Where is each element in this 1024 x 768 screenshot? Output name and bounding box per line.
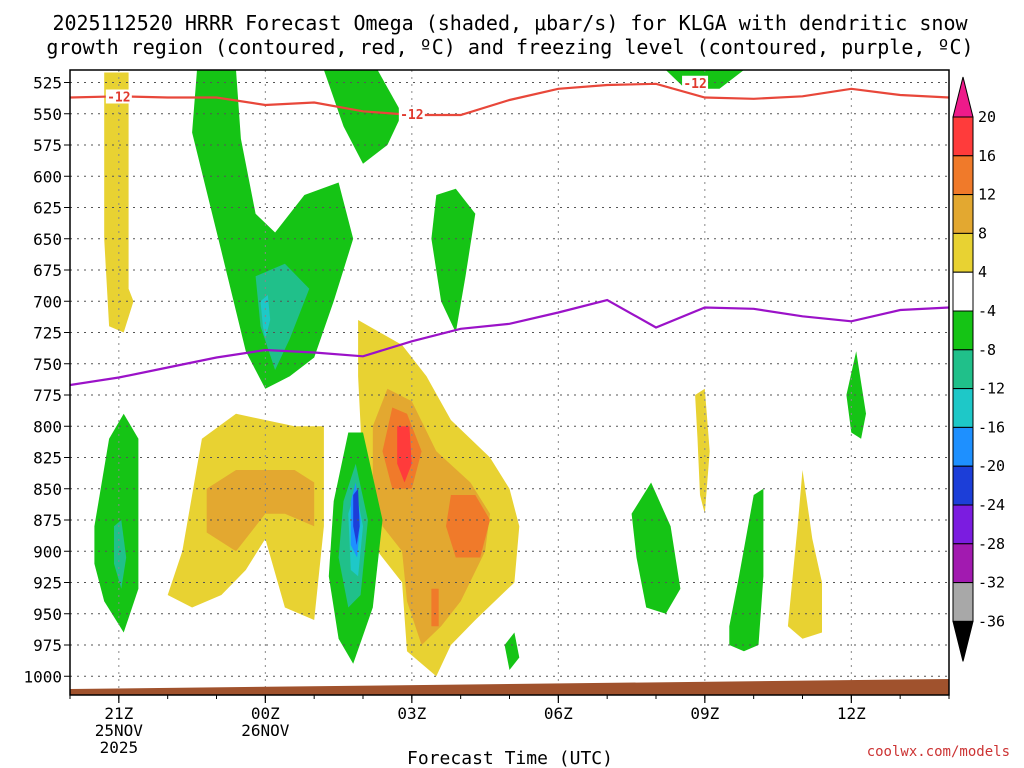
colorbar-band-1 — [952, 155, 974, 196]
colorbar-label-11: -28 — [978, 535, 1005, 553]
credit-text: coolwx.com/models — [867, 744, 1010, 760]
y-tick-label-700: 700 — [33, 292, 62, 311]
colorbar-band-8 — [952, 426, 974, 467]
colorbar-band-11 — [952, 543, 974, 584]
colorbar-label-8: -16 — [978, 418, 1005, 436]
colorbar-label-2: 12 — [978, 186, 996, 204]
omega-region-21 — [353, 488, 360, 545]
chart-title-line1: 2025112520 HRRR Forecast Omega (shaded, … — [52, 11, 968, 35]
colorbar-label-5: -4 — [978, 302, 996, 320]
y-tick-label-775: 775 — [33, 386, 62, 405]
dgz-contour-line — [70, 82, 949, 117]
omega-region-0 — [104, 72, 134, 333]
colorbar-label-9: -20 — [978, 457, 1005, 475]
colorbar-label-3: 8 — [978, 224, 987, 242]
omega-region-14 — [206, 470, 315, 552]
omega-region-23 — [631, 482, 681, 614]
x-tick-label-12Z-0: 12Z — [837, 704, 866, 723]
x-tick-label-03Z-0: 03Z — [397, 704, 426, 723]
x-tick-label-00Z-0: 00Z — [251, 704, 280, 723]
y-tick-label-675: 675 — [33, 261, 62, 280]
y-tick-label-950: 950 — [33, 605, 62, 624]
y-tick-label-600: 600 — [33, 167, 62, 186]
ground-surface — [70, 679, 949, 695]
y-tick-label-975: 975 — [33, 636, 62, 655]
y-tick-label-525: 525 — [33, 74, 62, 93]
contour-label-bg-1 — [398, 107, 425, 121]
x-tick-label-09Z-0: 09Z — [690, 704, 719, 723]
y-tick-label-625: 625 — [33, 199, 62, 218]
y-tick-label-650: 650 — [33, 230, 62, 249]
omega-region-16 — [114, 520, 127, 589]
colorbar-label-0: 20 — [978, 108, 996, 126]
y-tick-label-575: 575 — [33, 136, 62, 155]
omega-region-5 — [431, 188, 476, 333]
colorbar-band-7 — [952, 388, 974, 428]
colorbar-top-arrow — [952, 76, 974, 118]
y-tick-label-900: 900 — [33, 542, 62, 561]
colorbar-band-4 — [952, 271, 974, 312]
colorbar-band-12 — [952, 582, 974, 622]
omega-region-25 — [787, 470, 822, 639]
colorbar-label-4: 4 — [978, 263, 987, 281]
y-tick-label-850: 850 — [33, 480, 62, 499]
y-tick-label-800: 800 — [33, 417, 62, 436]
y-axis: 525 550 575 600 625 650 675 700 725 750 775 800 825 8… — [23, 74, 70, 686]
contour-label-bg-2 — [682, 75, 709, 90]
colorbar-label-13: -36 — [978, 612, 1005, 630]
colorbar-band-3 — [952, 232, 974, 273]
omega-region-15 — [94, 413, 139, 633]
colorbar-bottom-arrow — [952, 620, 974, 662]
omega-region-10 — [446, 495, 490, 558]
y-tick-label-875: 875 — [33, 511, 62, 530]
x-tick-label-21Z-2: 2025 — [100, 738, 139, 757]
colorbar-band-0 — [952, 116, 974, 157]
chart-title-line2: growth region (contoured, red, ºC) and f… — [46, 35, 973, 59]
dgz-contour-label-0: -12 — [107, 91, 130, 106]
x-tick-label-06Z-0: 06Z — [544, 704, 573, 723]
y-tick-label-725: 725 — [33, 324, 62, 343]
dgz-contour-label-1: -12 — [400, 108, 423, 123]
colorbar: 20 16 12 8 4 -4 -8 -12 -16 -20 -24 -28 -32 -36 — [952, 76, 1005, 662]
colorbar-band-9 — [952, 465, 974, 506]
y-tick-label-550: 550 — [33, 105, 62, 124]
y-tick-label-925: 925 — [33, 574, 62, 593]
omega-region-24 — [729, 488, 764, 652]
x-tick-label-00Z-1: 26NOV — [241, 721, 290, 740]
omega-region-12 — [397, 426, 412, 483]
colorbar-band-5 — [952, 310, 974, 351]
freezing-level-line — [70, 298, 949, 387]
colorbar-label-10: -24 — [978, 496, 1005, 514]
contour-lines: -12 -12 -12 — [70, 75, 949, 387]
contour-label-bg-0 — [105, 89, 132, 104]
colorbar-label-12: -32 — [978, 574, 1005, 592]
omega-region-2 — [255, 263, 310, 370]
colorbar-label-6: -8 — [978, 341, 996, 359]
colorbar-band-2 — [952, 194, 974, 234]
omega-region-11 — [431, 588, 439, 627]
omega-region-26 — [695, 388, 710, 514]
y-tick-label-750: 750 — [33, 355, 62, 374]
omega-region-22 — [504, 632, 520, 670]
x-tick-label-21Z-0: 21Z — [104, 704, 133, 723]
colorbar-band-10 — [952, 504, 974, 545]
y-tick-label-825: 825 — [33, 449, 62, 468]
dgz-contour-label-2: -12 — [683, 77, 706, 92]
omega-region-27 — [846, 351, 866, 439]
y-tick-label-1000: 1000 — [23, 667, 62, 686]
omega-region-1 — [192, 70, 354, 389]
x-tick-label-21Z-1: 25NOV — [95, 721, 144, 740]
omega-shading — [94, 70, 866, 677]
omega-region-4 — [323, 70, 403, 164]
colorbar-label-7: -12 — [978, 380, 1005, 398]
colorbar-label-1: 16 — [978, 147, 996, 165]
x-axis-label: Forecast Time (UTC) — [407, 748, 613, 768]
colorbar-band-6 — [952, 349, 974, 390]
